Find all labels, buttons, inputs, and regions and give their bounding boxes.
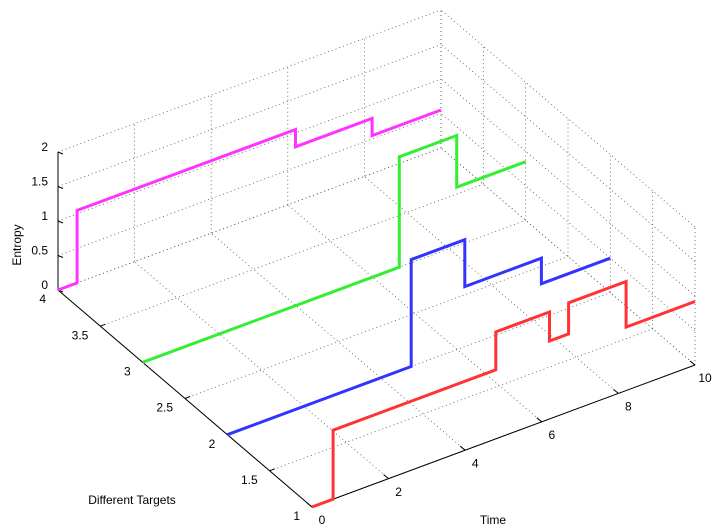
y-tick [100,323,106,327]
grid-line [440,9,696,228]
z-tick-label: 1.5 [31,175,48,189]
z-tick [57,151,64,155]
grid-line [57,147,442,291]
z-tick [57,220,64,224]
z-tick [57,186,64,189]
y-tick-label: 3.5 [72,328,89,342]
grid-line [134,261,389,479]
grid-line [57,9,442,153]
y-tick-label: 3 [124,365,131,379]
grid-line [184,256,569,399]
x-axis [311,364,696,508]
x-tick [383,474,389,479]
grid-line [210,232,466,451]
grid-line [364,176,619,394]
y-tick-label: 2.5 [156,401,173,415]
z-tick-label: 1 [41,209,48,223]
x-tick [689,360,696,366]
x-tick [459,445,466,451]
data-line [142,133,527,364]
data-line [311,279,696,509]
z-tick [57,255,64,258]
y-tick-label: 2 [209,437,216,451]
z-tick-label: 0 [41,278,48,292]
x-axis-title: Time [480,513,507,527]
y-tick-label: 1.5 [241,473,258,487]
x-tick [536,417,543,423]
z-axis-title: Entropy [10,224,24,265]
grid-line [269,328,653,472]
x-tick-label: 10 [698,371,712,385]
y-tick-label: 1 [293,509,300,523]
grid-line [440,113,696,331]
y-tick-label: 4 [39,292,46,306]
y-axis-title: Different Targets [88,493,176,507]
grid-line [57,78,442,222]
grid-line [287,204,543,423]
x-tick [613,389,619,394]
y-tick [269,468,275,472]
grid-line [440,44,696,262]
z-tick-label: 2 [41,140,48,154]
grid-line [57,44,442,187]
x-tick-label: 8 [625,400,632,414]
y-tick [184,396,191,399]
x-tick-label: 6 [548,428,555,442]
x-tick-label: 2 [395,485,402,499]
x-tick-label: 4 [472,456,479,470]
data-line [226,237,611,437]
x-tick [306,502,313,508]
grid-line [57,113,442,256]
x-tick-label: 0 [319,513,326,527]
grid-line [100,183,484,327]
z-tick-label: 0.5 [31,244,48,258]
data-line [57,108,442,292]
